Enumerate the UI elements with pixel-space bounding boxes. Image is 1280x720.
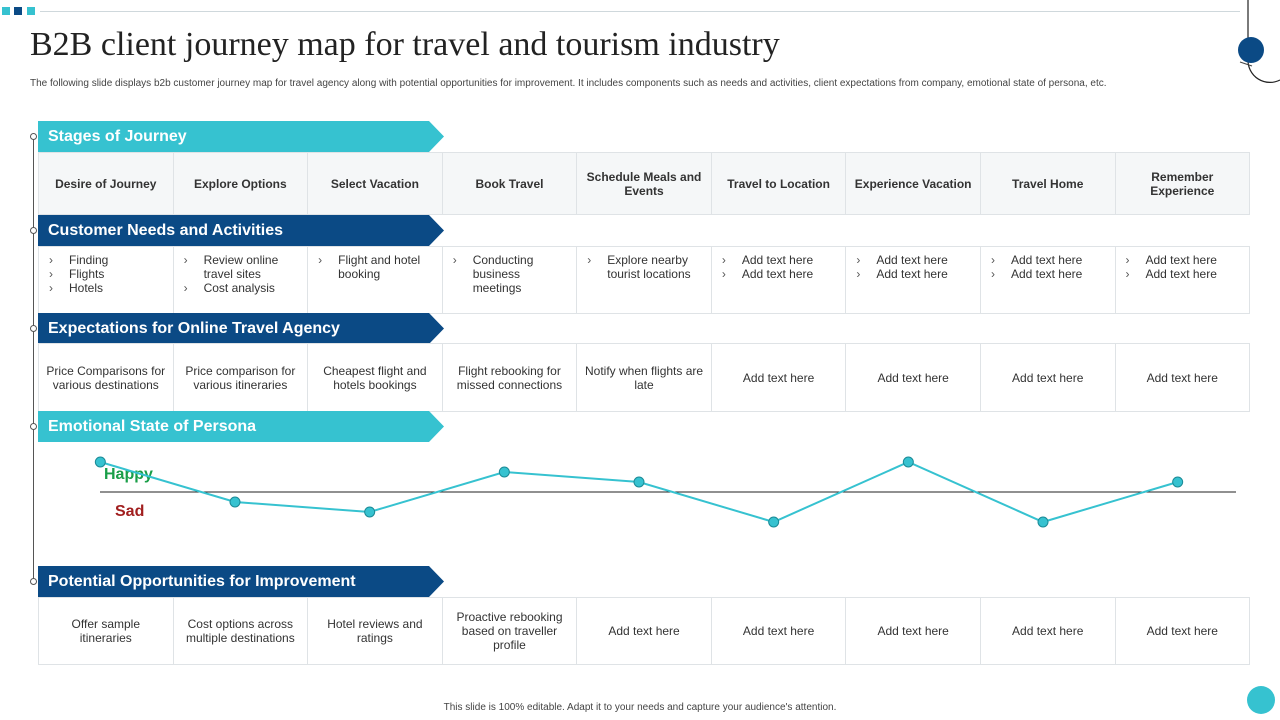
section-needs-banner: Customer Needs and Activities bbox=[38, 215, 444, 246]
expectation-cell: Add text here bbox=[1116, 344, 1251, 411]
emotion-point bbox=[1037, 516, 1049, 528]
stage-cell: Schedule Meals and Events bbox=[577, 153, 712, 214]
list-item: Add text here bbox=[722, 253, 813, 267]
page-subtitle: The following slide displays b2b custome… bbox=[30, 78, 1107, 89]
opportunity-cell: Add text here bbox=[846, 598, 981, 664]
opportunity-cell: Add text here bbox=[981, 598, 1116, 664]
opportunity-cell: Cost options across multiple destination… bbox=[174, 598, 309, 664]
list-item: Add text here bbox=[856, 267, 947, 281]
expectation-cell: Price comparison for various itineraries bbox=[174, 344, 309, 411]
timeline-line bbox=[33, 134, 34, 584]
needs-cell: Add text here Add text here bbox=[981, 247, 1116, 313]
needs-cell: Review online travel sites Cost analysis bbox=[174, 247, 309, 313]
opportunities-row: Offer sample itineraries Cost options ac… bbox=[38, 597, 1251, 665]
stage-cell: Book Travel bbox=[442, 153, 578, 214]
stage-cell: Desire of Journey bbox=[39, 153, 174, 214]
accent-square bbox=[14, 7, 22, 15]
accent-square bbox=[2, 7, 10, 15]
list-item: Hotels bbox=[49, 281, 108, 295]
emotion-point bbox=[902, 456, 914, 468]
page-title: B2B client journey map for travel and to… bbox=[30, 26, 780, 63]
expectation-cell: Cheapest flight and hotels bookings bbox=[308, 344, 443, 411]
emotion-point bbox=[94, 456, 106, 468]
emotion-point bbox=[229, 496, 241, 508]
needs-cell: Conducting business meetings bbox=[443, 247, 578, 313]
needs-cell: Add text here Add text here bbox=[846, 247, 981, 313]
expectation-cell: Add text here bbox=[846, 344, 981, 411]
list-item: Conducting business meetings bbox=[453, 253, 569, 295]
timeline-dot bbox=[30, 578, 37, 585]
list-item: Explore nearby tourist locations bbox=[587, 253, 703, 281]
expectation-cell: Notify when flights are late bbox=[577, 344, 712, 411]
list-item: Add text here bbox=[991, 253, 1082, 267]
opportunity-cell: Add text here bbox=[712, 598, 847, 664]
emotion-point bbox=[1172, 476, 1184, 488]
timeline-dot bbox=[30, 423, 37, 430]
list-item: Finding bbox=[49, 253, 108, 267]
stages-row: Desire of Journey Explore Options Select… bbox=[38, 152, 1251, 215]
section-stages-banner: Stages of Journey bbox=[38, 121, 444, 152]
opportunity-cell: Add text here bbox=[577, 598, 712, 664]
opportunity-cell: Offer sample itineraries bbox=[39, 598, 174, 664]
ornament-icon bbox=[1238, 0, 1280, 83]
list-item: Add text here bbox=[1126, 267, 1217, 281]
needs-cell: Explore nearby tourist locations bbox=[577, 247, 712, 313]
top-divider bbox=[40, 11, 1240, 12]
emotion-chart bbox=[94, 456, 1236, 528]
sad-label: Sad bbox=[115, 503, 145, 520]
timeline-dot bbox=[30, 133, 37, 140]
list-item: Add text here bbox=[856, 253, 947, 267]
expectation-cell: Price Comparisons for various destinatio… bbox=[39, 344, 174, 411]
stage-cell: Experience Vacation bbox=[846, 153, 981, 214]
list-item: Add text here bbox=[1126, 253, 1217, 267]
expectation-cell: Flight rebooking for missed connections bbox=[443, 344, 578, 411]
corner-circle-icon bbox=[1247, 686, 1275, 714]
expectations-row: Price Comparisons for various destinatio… bbox=[38, 343, 1251, 412]
emotion-point bbox=[768, 516, 780, 528]
section-expectations-banner: Expectations for Online Travel Agency bbox=[38, 313, 444, 344]
expectation-cell: Add text here bbox=[981, 344, 1116, 411]
timeline-dot bbox=[30, 227, 37, 234]
happy-label: Happy bbox=[104, 466, 153, 483]
list-item: Flights bbox=[49, 267, 108, 281]
needs-row: Finding Flights Hotels Review online tra… bbox=[38, 246, 1251, 314]
stage-cell: Travel Home bbox=[980, 153, 1116, 214]
footer-note: This slide is 100% editable. Adapt it to… bbox=[443, 702, 837, 713]
needs-cell: Add text here Add text here bbox=[1116, 247, 1251, 313]
opportunity-cell: Add text here bbox=[1116, 598, 1251, 664]
list-item: Add text here bbox=[722, 267, 813, 281]
timeline-dot bbox=[30, 325, 37, 332]
emotion-point bbox=[633, 476, 645, 488]
stage-cell: Select Vacation bbox=[308, 153, 443, 214]
list-item: Cost analysis bbox=[184, 281, 300, 295]
expectation-cell: Add text here bbox=[712, 344, 847, 411]
accent-square bbox=[27, 7, 35, 15]
list-item: Add text here bbox=[991, 267, 1082, 281]
list-item: Review online travel sites bbox=[184, 253, 300, 281]
list-item: Flight and hotel booking bbox=[318, 253, 434, 281]
section-opportunities-banner: Potential Opportunities for Improvement bbox=[38, 566, 444, 597]
emotion-point bbox=[498, 466, 510, 478]
needs-cell: Finding Flights Hotels bbox=[39, 247, 174, 313]
needs-cell: Add text here Add text here bbox=[712, 247, 847, 313]
needs-cell: Flight and hotel booking bbox=[308, 247, 443, 313]
stage-cell: Travel to Location bbox=[711, 153, 847, 214]
section-emotional-banner: Emotional State of Persona bbox=[38, 411, 444, 442]
stage-cell: Explore Options bbox=[173, 153, 309, 214]
opportunity-cell: Hotel reviews and ratings bbox=[308, 598, 443, 664]
opportunity-cell: Proactive rebooking based on traveller p… bbox=[443, 598, 578, 664]
stage-cell: Remember Experience bbox=[1115, 153, 1251, 214]
emotion-point bbox=[364, 506, 376, 518]
